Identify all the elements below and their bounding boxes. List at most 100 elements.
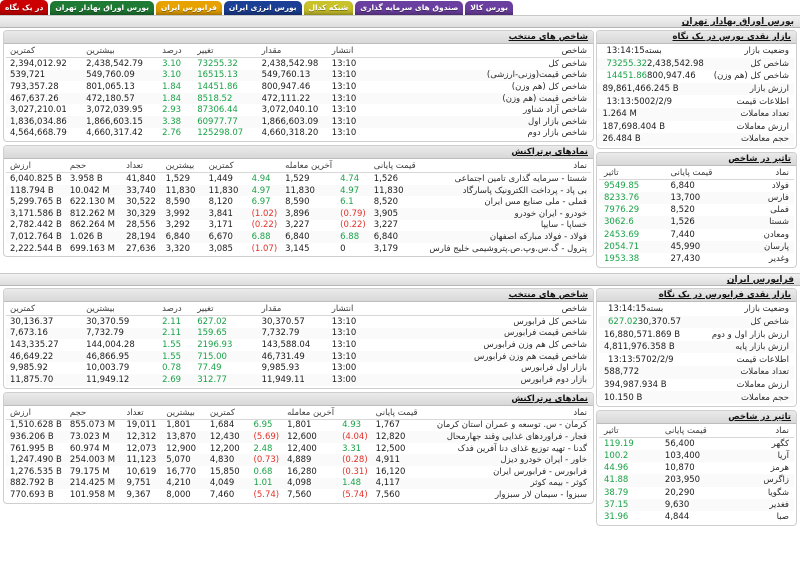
tab-iran-energy-exchange[interactable]: بورس انرژی ایران — [223, 1, 302, 15]
column-header[interactable]: قیمت پایانی — [659, 424, 740, 438]
column-header[interactable] — [338, 406, 372, 420]
tab-investment-funds[interactable]: صندوق های سرمایه گذاری — [355, 1, 464, 15]
column-header[interactable]: کمترین — [204, 160, 248, 174]
cell-last_pct: 2.48 — [253, 443, 273, 454]
tab-tehran-stock-exchange[interactable]: بورس اوراق بهادار تهران — [50, 1, 154, 15]
column-header[interactable]: بیشترین — [161, 160, 205, 174]
column-header[interactable]: انتشار — [327, 303, 369, 317]
table-row[interactable]: شاخص قیمت(وزنی-ارزشی) 13:10 549,760.13 1651… — [6, 69, 591, 82]
column-header[interactable]: حجم — [65, 160, 123, 174]
column-header[interactable] — [336, 160, 370, 174]
tab-commodity-exchange[interactable]: بورس کالا — [465, 1, 513, 15]
table-row[interactable]: کگهر 56,400 119.19 — [599, 437, 794, 450]
column-header[interactable]: مقدار — [257, 45, 328, 58]
column-header[interactable]: کمترین — [205, 406, 250, 420]
table-row[interactable]: شاخص کل هم وزن فرابورس 13:10 143,588.04 219… — [6, 339, 591, 351]
column-header[interactable]: تاثیر — [599, 424, 660, 438]
tab-codal-network[interactable]: شبکه کدال — [303, 1, 354, 15]
column-header[interactable]: قیمت پایانی — [665, 166, 742, 180]
table-row[interactable]: شاخص بازار اول 13:10 1,866,603.09 60977.77 3… — [6, 115, 591, 128]
table-row[interactable]: فجار - فراوردهای غذایی وقند جهارمحال 12,8… — [6, 431, 591, 443]
table-row[interactable]: بی پاد - پرداخت الکترونیک پاسارگاد 11,830… — [6, 184, 591, 197]
column-header[interactable]: بیشترین — [82, 303, 159, 317]
table-row[interactable]: زاگرس 203,950 41.88 — [599, 474, 794, 487]
column-header[interactable]: نماد — [419, 160, 591, 174]
column-header[interactable]: حجم — [65, 406, 123, 420]
table-row[interactable]: صبا 4,844 31.96 — [599, 511, 794, 523]
table-row[interactable]: فملی 8,520 7976.29 — [599, 204, 794, 216]
cell-close_pct: 6.1 — [340, 197, 354, 208]
column-header[interactable] — [249, 406, 284, 420]
table-row[interactable]: شستا 1,526 3062.6 — [599, 216, 794, 229]
column-header[interactable]: تعداد — [122, 406, 163, 420]
column-header[interactable]: کمترین — [6, 45, 83, 58]
table-row[interactable]: فغدیر 9,630 37.15 — [599, 498, 794, 511]
table-row[interactable]: فملی - ملی صنایع مس ایران 8,520 6.1 8,590 6.… — [6, 196, 591, 208]
column-header[interactable]: شاخص — [368, 45, 591, 58]
column-header[interactable]: آخرین معامله — [283, 406, 339, 420]
table-row[interactable]: شاخص بازار دوم 13:10 4,660,318.20 125298.07… — [6, 128, 591, 140]
column-header[interactable]: شاخص — [368, 303, 591, 317]
column-header[interactable]: قیمت پایانی — [369, 160, 420, 174]
table-row[interactable]: خساپا - سایپا 3,227 (0.22) 3,227 (0.22) 3,171… — [6, 220, 591, 232]
table-row[interactable]: ومعادن 7,440 2453.69 — [599, 229, 794, 241]
cell-volume: 699.163 M — [69, 243, 116, 254]
tab-iran-farabourse[interactable]: فرابورس ایران — [155, 1, 222, 15]
table-row[interactable]: شاخص کل فرابورس 13:10 30,370.57 627.02 2.11 3… — [6, 316, 591, 328]
overview-row-value: 13:13:5702/2/9 — [599, 353, 704, 366]
table-row[interactable]: هرمز 10,870 44.96 — [599, 462, 794, 474]
column-header[interactable]: قیمت پایانی — [371, 406, 422, 420]
column-header[interactable]: نماد — [421, 406, 591, 420]
column-header[interactable] — [247, 160, 282, 174]
tse-impact-panel: تاثیر در شاخص نماد قیمت پایانی تاثیر فولاد… — [596, 151, 797, 269]
table-row[interactable]: خودرو - ایران خودرو 3,905 (0.79) 3,896 (1.02… — [6, 207, 591, 220]
table-row[interactable]: سبزوا - سیمان لار سبزوار 7,560 (5.74) 7,560… — [6, 489, 591, 501]
column-header[interactable]: تاثیر — [599, 166, 666, 180]
table-row[interactable]: کرمان - س. توسعه و عمران استان کرمان 1,76… — [6, 419, 591, 431]
column-header[interactable]: درصد — [158, 45, 194, 58]
tab-at-a-glance[interactable]: در یک نگاه — [0, 0, 49, 15]
column-header[interactable]: نماد — [741, 166, 794, 180]
table-row[interactable]: کوثر - بیمه کوثر 4,117 1.48 4,098 1.01 4,049 4… — [6, 477, 591, 490]
cell-time: 13:10 — [331, 58, 357, 69]
table-row[interactable]: شگویا 20,290 38.79 — [599, 487, 794, 499]
table-row[interactable]: فولاد - فولاد مبارکه اصفهان 6,840 6.88 6,84… — [6, 231, 591, 243]
table-row[interactable]: شاخص آزاد شناور 13:10 3,072,040.10 87306.44… — [6, 104, 591, 116]
column-header[interactable]: تغییر — [193, 303, 258, 317]
table-row[interactable]: شاخص قیمت (هم وزن) 13:10 472,111.22 8518.52… — [6, 92, 591, 105]
column-header[interactable]: آخرین معامله — [281, 160, 337, 174]
table-row[interactable]: بازار دوم فرابورس 13:00 11,949.11 312.77 2.6… — [6, 374, 591, 386]
table-row[interactable]: وغدیر 27,430 1953.38 — [599, 253, 794, 265]
cell-value: 118.794 B — [10, 185, 54, 196]
main-tab-bar[interactable]: در یک نگاه بورس اوراق بهادار تهران فرابورس… — [0, 0, 800, 15]
column-header[interactable]: کمترین — [6, 303, 83, 317]
cell-impact: 2054.71 — [604, 241, 640, 252]
table-row[interactable]: شاخص کل 13:10 2,438,542.98 73255.32 3.10 2,43… — [6, 58, 591, 70]
column-header[interactable]: تعداد — [122, 160, 162, 174]
table-header-row: نماد قیمت پایانی تاثیر — [599, 166, 794, 180]
column-header[interactable]: تغییر — [193, 45, 258, 58]
table-row[interactable]: فولاد 6,840 9549.85 — [599, 179, 794, 192]
cell-change: 627.02 — [197, 316, 227, 327]
table-row[interactable]: فرابورس - فرابورس ایران 16,120 (0.31) 16,28… — [6, 466, 591, 478]
column-header[interactable]: ارزش — [6, 160, 66, 174]
table-row[interactable]: پارسان 45,990 2054.71 — [599, 240, 794, 253]
table-row[interactable]: شستا - سرمایه گذاری تامین اجتماعی 1,526 4.… — [6, 173, 591, 185]
table-row[interactable]: بازار اول فرابورس 13:00 9,985.93 77.49 0.78 1… — [6, 362, 591, 374]
column-header[interactable]: بیشترین — [82, 45, 159, 58]
table-row[interactable]: شاخص کل (هم وزن) 13:10 800,947.46 14451.86 1… — [6, 81, 591, 93]
table-row[interactable]: فارس 13,700 8233.76 — [599, 191, 794, 205]
table-row[interactable]: پترول - گ.س.وپ.ص.پتروشیمی خلیج فارس 3,179… — [6, 243, 591, 255]
table-row[interactable]: آریا 103,400 100.2 — [599, 450, 794, 463]
column-header[interactable]: انتشار — [327, 45, 369, 58]
column-header[interactable]: نماد — [739, 424, 794, 438]
cell-last_pct: (0.73) — [253, 455, 280, 466]
column-header[interactable]: ارزش — [6, 406, 66, 420]
table-row[interactable]: شاخص قیمت فرابورس 13:10 7,732.79 159.65 2.11… — [6, 327, 591, 340]
table-row[interactable]: شاخص قیمت هم وزن فرابورس 13:10 46,731.49 71… — [6, 350, 591, 363]
table-row[interactable]: گدنا - تهیه توزیع غذای دنا آفرین فدک 12,5… — [6, 443, 591, 455]
column-header[interactable]: مقدار — [257, 303, 328, 317]
column-header[interactable]: درصد — [158, 303, 194, 317]
column-header[interactable]: بیشترین — [162, 406, 206, 420]
table-row[interactable]: خاور - ایران خودرو دیزل 4,911 (0.28) 4,889 (… — [6, 454, 591, 466]
